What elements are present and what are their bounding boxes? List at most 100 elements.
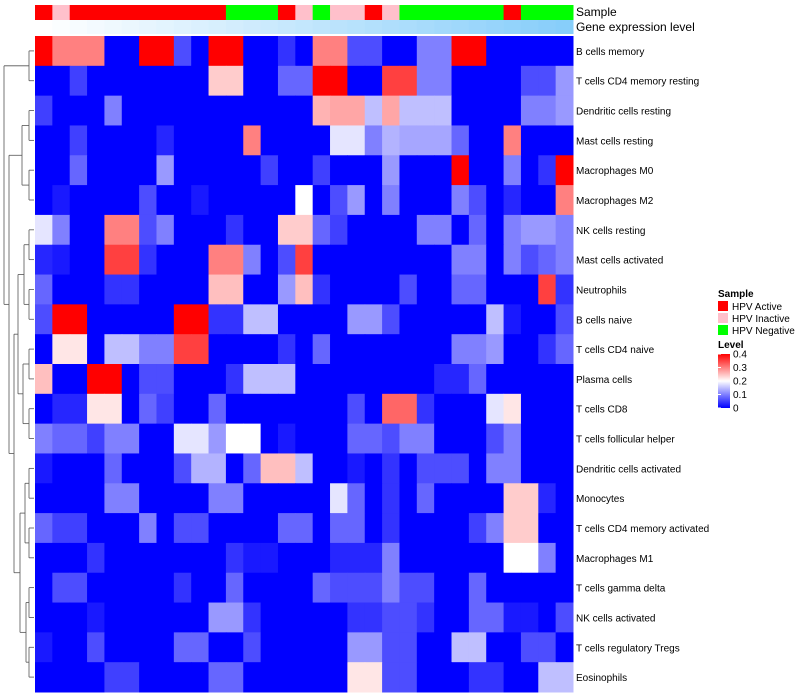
heatmap-cell — [139, 155, 157, 186]
heatmap-cell — [104, 393, 123, 425]
heatmap-cell — [87, 572, 105, 604]
heatmap-cell — [156, 274, 175, 305]
heatmap-cell — [295, 65, 314, 97]
heatmap-cell — [364, 95, 383, 126]
heatmap-cell — [399, 95, 418, 126]
heatmap-cell — [486, 513, 505, 544]
row-label: Plasma cells — [576, 375, 632, 386]
gene-expression-annotation-cell — [451, 20, 470, 34]
heatmap-cell — [69, 453, 88, 484]
heatmap-cell — [416, 65, 435, 97]
heatmap-cell — [520, 602, 539, 633]
heatmap-cell — [87, 542, 105, 574]
heatmap-cell — [52, 304, 71, 335]
heatmap-cell — [191, 244, 210, 276]
heatmap-cell — [87, 125, 105, 156]
heatmap-cell — [347, 185, 366, 216]
heatmap-cell — [295, 274, 314, 305]
gene-expression-annotation-cell — [69, 20, 88, 34]
gene-expression-annotation-cell — [503, 20, 522, 34]
heatmap-cell — [69, 125, 88, 156]
heatmap-cell — [104, 423, 123, 454]
gene-expression-annotation-cell — [156, 20, 175, 34]
heatmap-cell — [156, 542, 175, 574]
heatmap-cell — [382, 483, 400, 514]
heatmap-cell — [399, 36, 418, 67]
heatmap-cell — [139, 65, 157, 97]
annotation-tracks — [35, 5, 574, 34]
heatmap-cell — [312, 453, 331, 484]
heatmap-cell — [468, 244, 487, 276]
heatmap-cell — [503, 274, 522, 305]
heatmap-cell — [416, 483, 435, 514]
heatmap-cell — [52, 185, 71, 216]
heatmap-cell — [243, 364, 262, 395]
heatmap-cell — [173, 65, 192, 97]
heatmap-cell — [243, 36, 262, 67]
sample-annotation-cell — [35, 5, 53, 20]
heatmap-cell — [69, 662, 88, 693]
heatmap-cell — [503, 304, 522, 335]
heatmap-cell — [87, 334, 105, 365]
heatmap-cell — [35, 393, 53, 425]
heatmap-cell — [434, 602, 453, 633]
heatmap-cell — [104, 542, 123, 574]
heatmap-cell — [555, 334, 574, 365]
heatmap-cell — [35, 364, 53, 395]
sample-track-label: Sample — [576, 5, 617, 19]
heatmap-cell — [260, 125, 279, 156]
heatmap-cell — [121, 214, 140, 246]
heatmap-cell — [347, 602, 366, 633]
heatmap-cell — [312, 542, 331, 574]
heatmap-cell — [416, 572, 435, 604]
heatmap-cell — [468, 185, 487, 216]
heatmap-cell — [399, 662, 418, 693]
heatmap-cell — [277, 483, 296, 514]
heatmap-cell — [382, 214, 400, 246]
heatmap-cell — [208, 632, 227, 663]
row-label: Macrophages M1 — [576, 554, 654, 565]
heatmap-cell — [364, 274, 383, 305]
heatmap-cell — [277, 632, 296, 663]
heatmap-cell — [52, 95, 71, 126]
heatmap-cell — [156, 214, 175, 246]
heatmap-cell — [139, 95, 157, 126]
heatmap-cell — [399, 423, 418, 454]
heatmap-cell — [139, 632, 157, 663]
heatmap-cell — [260, 274, 279, 305]
heatmap-cell — [347, 483, 366, 514]
heatmap-cell — [139, 453, 157, 484]
gene-expression-annotation-cell — [35, 20, 53, 34]
heatmap-cell — [330, 334, 348, 365]
heatmap-cell — [364, 632, 383, 663]
sample-annotation-cell — [347, 5, 366, 20]
heatmap-cell — [104, 36, 123, 67]
heatmap-cell — [243, 155, 262, 186]
heatmap-cell — [312, 65, 331, 97]
heatmap-cell — [347, 423, 366, 454]
heatmap-cell — [330, 65, 348, 97]
heatmap-cell — [399, 155, 418, 186]
heatmap-cell — [121, 572, 140, 604]
heatmap-cell — [243, 65, 262, 97]
heatmap-cell — [364, 214, 383, 246]
heatmap-cell — [104, 513, 123, 544]
heatmap-cell — [312, 274, 331, 305]
heatmap-cell — [35, 185, 53, 216]
heatmap-cell — [295, 393, 314, 425]
heatmap-cell — [52, 214, 71, 246]
heatmap-cell — [416, 95, 435, 126]
heatmap-cell — [225, 155, 244, 186]
heatmap-cell — [434, 304, 453, 335]
heatmap-cell — [520, 304, 539, 335]
gene-expression-annotation-cell — [191, 20, 210, 34]
heatmap-cell — [399, 513, 418, 544]
heatmap-cell — [208, 662, 227, 693]
heatmap-cell — [87, 393, 105, 425]
heatmap-cell — [191, 334, 210, 365]
heatmap-cell — [399, 483, 418, 514]
heatmap-cell — [451, 214, 470, 246]
heatmap-cell — [87, 185, 105, 216]
heatmap-cell — [347, 214, 366, 246]
heatmap-cell — [121, 423, 140, 454]
